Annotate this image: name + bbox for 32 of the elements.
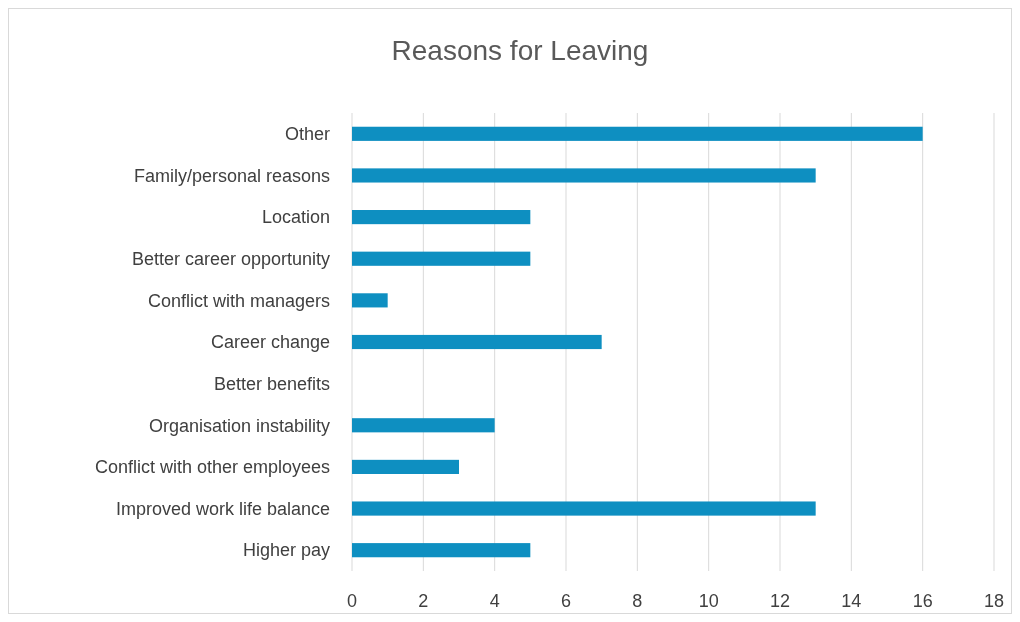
x-tick-label: 4 (489, 591, 500, 612)
bar (352, 501, 816, 516)
bar (352, 126, 923, 141)
x-tick-label: 12 (769, 591, 791, 612)
bar (352, 418, 495, 433)
y-tick-label: Improved work life balance (115, 498, 330, 519)
bar (352, 543, 531, 558)
bar (352, 168, 816, 183)
y-tick-label: Family/personal reasons (133, 165, 330, 186)
x-tick-label: 8 (632, 591, 643, 612)
x-tick-label: 10 (698, 591, 719, 612)
y-tick-label: Higher pay (242, 540, 330, 561)
y-tick-label: Organisation instability (148, 415, 330, 436)
bar (352, 334, 602, 350)
y-tick-label: Location (261, 207, 330, 228)
y-tick-label: Conflict with other employees (94, 457, 330, 478)
chart-title: Reasons for Leaving (391, 35, 649, 66)
y-tick-label: Other (284, 124, 330, 145)
x-tick-label: 0 (346, 591, 358, 612)
y-tick-label: Better benefits (213, 373, 330, 394)
x-tick-label: 2 (418, 591, 429, 612)
y-tick-label: Better career opportunity (131, 249, 330, 270)
bar (352, 210, 531, 225)
x-tick-label: 16 (912, 591, 933, 612)
x-tick-label: 18 (983, 591, 1005, 612)
x-tick-label: 14 (841, 591, 862, 612)
bar (352, 293, 388, 308)
bar (352, 459, 459, 474)
y-tick-label: Career change (210, 332, 330, 353)
x-tick-label: 6 (560, 591, 572, 612)
bar (352, 251, 531, 266)
y-tick-label: Conflict with managers (147, 290, 330, 311)
